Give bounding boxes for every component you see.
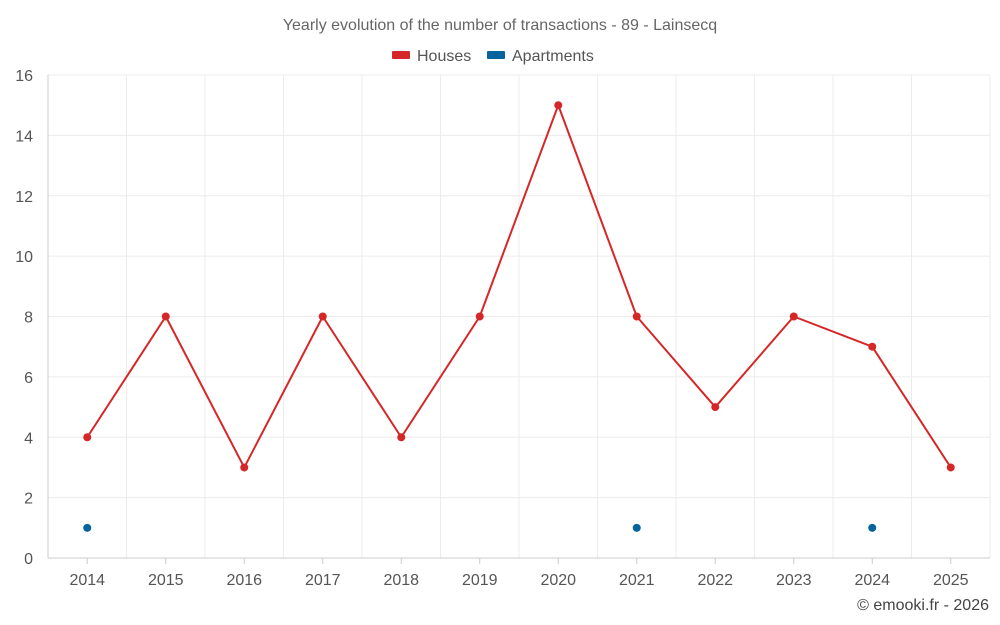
data-point-houses-2021 (632, 312, 641, 321)
data-point-apartments-2021 (632, 523, 641, 532)
y-tick-label-6: 6 (24, 370, 33, 387)
y-tick-label-14: 14 (15, 128, 33, 145)
data-point-houses-2014 (83, 433, 92, 442)
data-point-houses-2023 (789, 312, 798, 321)
series-layer (83, 101, 955, 532)
legend-swatch-apartments[interactable] (487, 51, 505, 59)
y-tick-label-10: 10 (15, 249, 33, 266)
y-axis-ticks: 0 2 4 6 8 10 12 14 16 (15, 68, 33, 568)
series-apartments (83, 523, 877, 532)
x-tick-label-2021: 2021 (619, 572, 655, 589)
y-tick-label-4: 4 (24, 430, 33, 447)
x-tick-label-2019: 2019 (462, 572, 498, 589)
x-tick-label-2017: 2017 (305, 572, 341, 589)
data-point-houses-2015 (161, 312, 170, 321)
y-tick-label-16: 16 (15, 68, 33, 85)
chart-title: Yearly evolution of the number of transa… (283, 17, 717, 34)
x-tick-label-2014: 2014 (69, 572, 105, 589)
data-point-houses-2017 (318, 312, 327, 321)
chart-legend: Houses Apartments (392, 48, 594, 65)
copyright-credit: © emooki.fr - 2026 (857, 597, 989, 614)
x-tick-label-2015: 2015 (148, 572, 184, 589)
data-point-houses-2024 (868, 342, 877, 351)
data-point-apartments-2024 (868, 523, 877, 532)
data-point-houses-2018 (397, 433, 406, 442)
x-tick-label-2025: 2025 (933, 572, 969, 589)
data-point-apartments-2014 (83, 523, 92, 532)
data-point-houses-2019 (475, 312, 484, 321)
x-tick-label-2024: 2024 (854, 572, 890, 589)
x-tick-label-2016: 2016 (226, 572, 262, 589)
y-tick-label-8: 8 (24, 310, 33, 327)
x-tick-label-2018: 2018 (383, 572, 419, 589)
x-tick-label-2023: 2023 (776, 572, 812, 589)
x-tick-label-2022: 2022 (697, 572, 733, 589)
series-line-houses (86, 104, 952, 469)
data-point-houses-2020 (554, 101, 563, 110)
data-point-houses-2022 (711, 403, 720, 412)
legend-label-houses[interactable]: Houses (417, 48, 471, 65)
data-point-houses-2016 (240, 463, 249, 472)
x-axis-ticks: 2014 2015 2016 2017 2018 2019 2020 2021 2022 2023… (69, 558, 969, 589)
series-houses (83, 101, 955, 472)
y-tick-label-2: 2 (24, 491, 33, 508)
y-tick-label-12: 12 (15, 189, 33, 206)
legend-swatch-houses[interactable] (392, 51, 410, 59)
y-tick-label-0: 0 (24, 551, 33, 568)
legend-label-apartments[interactable]: Apartments (512, 48, 594, 65)
grid-layer (47, 74, 991, 559)
x-tick-label-2020: 2020 (540, 572, 576, 589)
data-point-houses-2025 (946, 463, 955, 472)
